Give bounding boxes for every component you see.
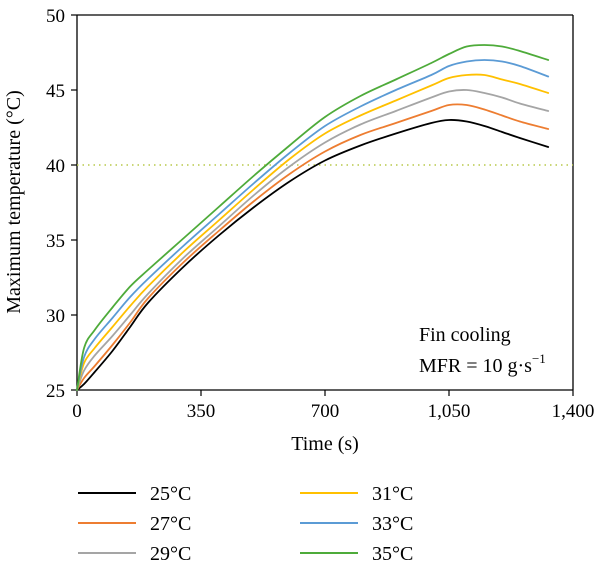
y-axis-ticks: 25 30 35 40 45 50: [46, 6, 77, 402]
y-tick-label: 45: [46, 81, 65, 102]
y-axis-title: Maximum temperature (°C): [3, 90, 25, 314]
legend-label-27Cc: 27°C: [150, 513, 191, 535]
y-tick-label: 50: [46, 6, 65, 27]
legend-label-35Cc: 35°C: [372, 543, 413, 565]
series-line-25Cc: [76, 119, 550, 391]
annotation-box: Fin cooling MFR = 10 g·s−1: [419, 324, 546, 377]
series-line-35Cc: [76, 44, 550, 391]
y-tick-label: 25: [46, 381, 65, 402]
legend: 25°C 27°C 29°C 31°C 33°C 35°C: [78, 483, 413, 565]
legend-label-31Cc: 31°C: [372, 483, 413, 505]
series-line-31Cc: [76, 73, 550, 391]
annotation-line-2: MFR = 10 g·s−1: [419, 351, 546, 377]
annotation-line-2-exponent: −1: [532, 351, 546, 366]
y-tick-label: 30: [46, 306, 65, 327]
x-tick-label: 1,400: [552, 401, 595, 422]
legend-label-25Cc: 25°C: [150, 483, 191, 505]
legend-label-33Cc: 33°C: [372, 513, 413, 535]
x-axis-title: Time (s): [291, 433, 359, 455]
x-tick-label: 1,050: [428, 401, 471, 422]
legend-label-29Cc: 29°C: [150, 543, 191, 565]
y-tick-label: 40: [46, 156, 65, 177]
series-lines: [76, 44, 550, 391]
series-line-27Cc: [76, 103, 550, 391]
series-line-33Cc: [76, 59, 550, 391]
x-tick-label: 700: [311, 401, 340, 422]
annotation-line-2-main: MFR = 10 g·s: [419, 355, 532, 377]
series-line-29Cc: [76, 89, 550, 391]
x-tick-label: 0: [72, 401, 82, 422]
x-axis-ticks: 0 350 700 1,050 1,400: [72, 390, 594, 422]
annotation-line-1: Fin cooling: [419, 324, 511, 346]
x-tick-label: 350: [187, 401, 216, 422]
y-tick-label: 35: [46, 231, 65, 252]
